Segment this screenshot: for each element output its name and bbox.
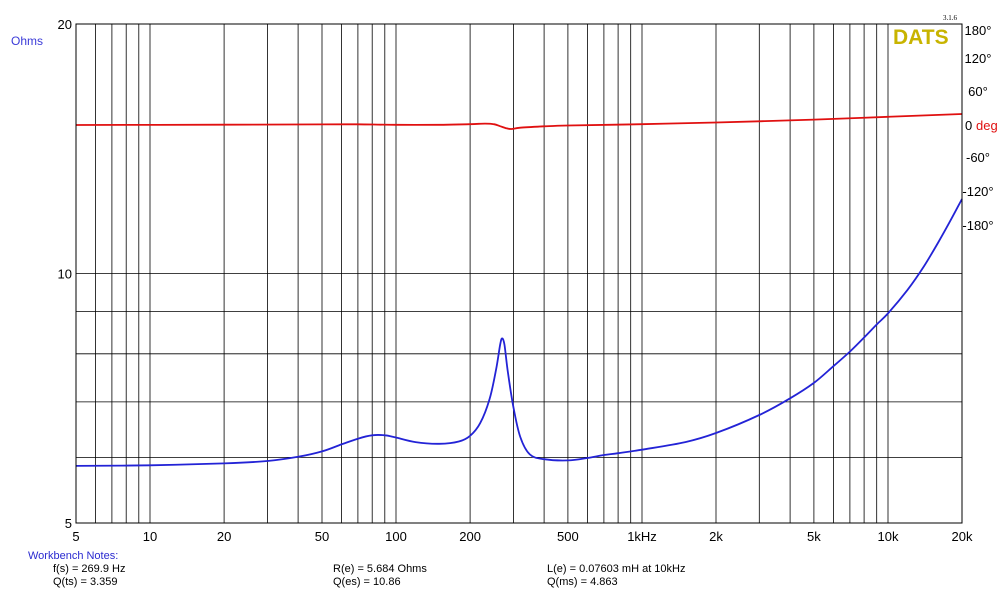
phase-unit-label: deg	[976, 118, 998, 133]
x-tick-label: 2k	[709, 529, 723, 544]
y-right-tick-label: -120°	[962, 184, 993, 199]
x-tick-label: 500	[557, 529, 579, 544]
y-left-tick-label: 10	[58, 267, 72, 282]
plot-frame	[75, 23, 963, 524]
note-le: L(e) = 0.07603 mH at 10kHz	[547, 563, 686, 575]
dats-logo: DATS	[893, 26, 949, 49]
x-tick-label: 20k	[952, 529, 973, 544]
y-right-tick-label: 0	[965, 118, 972, 133]
axis-labels: 5 10 20 50 100 200 500 1kHz 2k 5k 10k 20k 20 10 5 180° 1…	[58, 17, 998, 544]
y-right-tick-label: -180°	[962, 218, 993, 233]
y-right-tick-label: 60°	[968, 84, 988, 99]
notes-col-2: R(e) = 5.684 Ohms Q(es) = 10.86	[333, 563, 427, 589]
x-tick-label: 50	[315, 529, 329, 544]
note-re: R(e) = 5.684 Ohms	[333, 563, 427, 575]
note-qts: Q(ts) = 3.359	[53, 576, 118, 588]
y-right-tick-label: 180°	[965, 23, 992, 38]
x-tick-label: 1kHz	[627, 529, 657, 544]
note-fs: f(s) = 269.9 Hz	[53, 563, 126, 575]
phase-curve	[75, 113, 963, 130]
workbench-notes-title: Workbench Notes:	[28, 550, 119, 562]
notes-col-1: f(s) = 269.9 Hz Q(ts) = 3.359	[53, 563, 125, 589]
x-tick-label: 5k	[807, 529, 821, 544]
notes-col-3: L(e) = 0.07603 mH at 10kHz Q(ms) = 4.863	[547, 563, 686, 589]
y-right-tick-label: 120°	[965, 51, 992, 66]
x-tick-label: 200	[459, 529, 481, 544]
grid	[76, 24, 962, 523]
x-tick-label: 10	[143, 529, 157, 544]
x-tick-label: 5	[72, 529, 79, 544]
y-left-tick-label: 20	[58, 17, 72, 32]
note-qms: Q(ms) = 4.863	[547, 576, 618, 588]
y-left-tick-label: 5	[65, 516, 72, 531]
left-axis-label: Ohms	[11, 34, 44, 48]
series	[75, 113, 963, 467]
x-tick-label: 10k	[878, 529, 899, 544]
x-tick-label: 20	[217, 529, 231, 544]
y-right-tick-label: -60°	[966, 150, 990, 165]
x-tick-label: 100	[385, 529, 407, 544]
note-qes: Q(es) = 10.86	[333, 576, 401, 588]
version-label: 3.1.6	[943, 14, 957, 22]
impedance-curve	[75, 198, 963, 467]
